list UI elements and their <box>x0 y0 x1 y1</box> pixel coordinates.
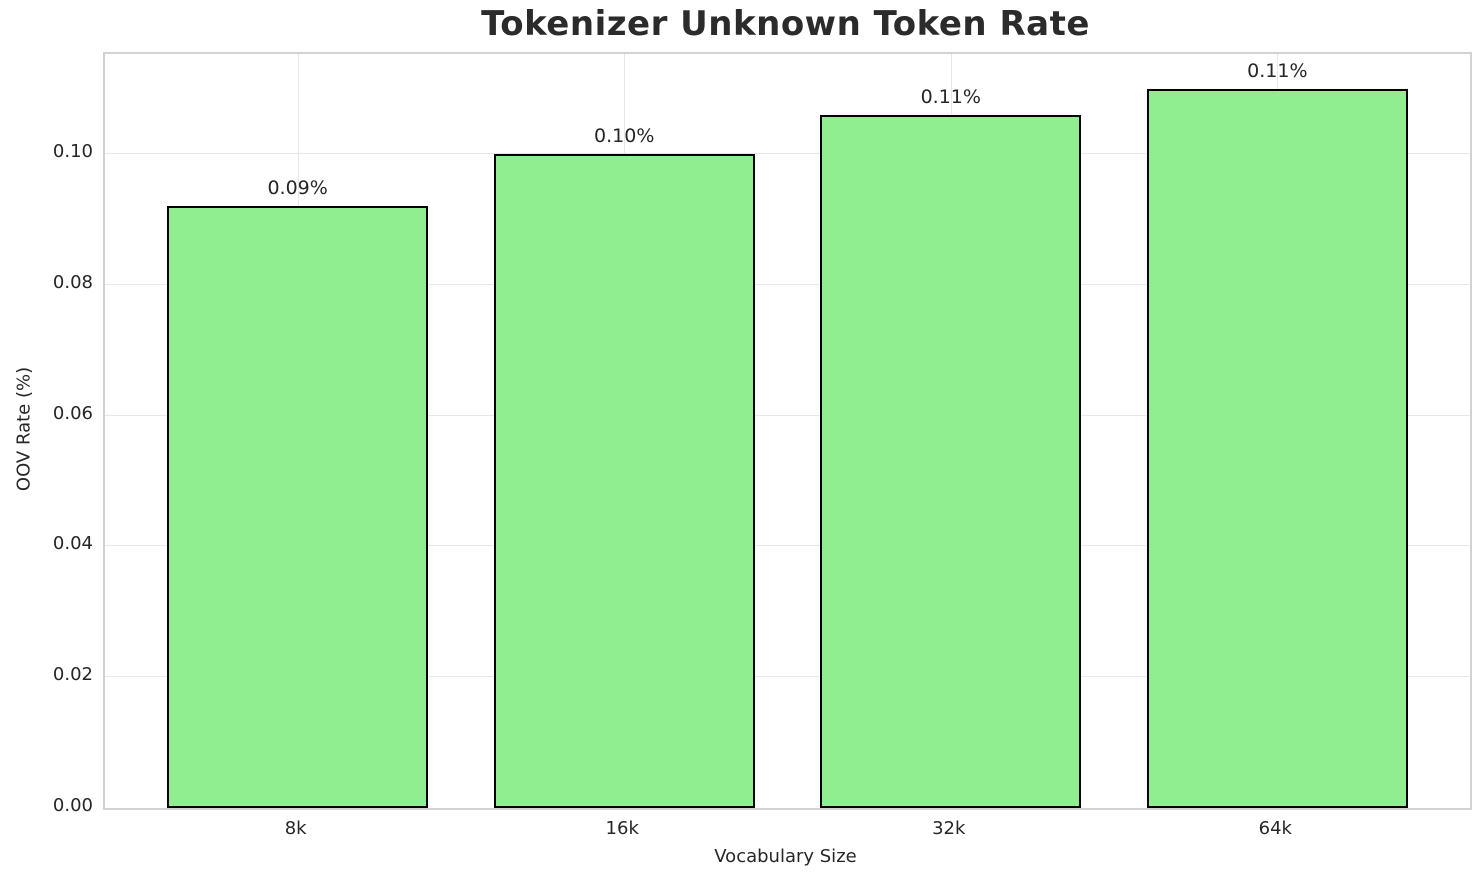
y-tick-label: 0.04 <box>52 533 93 555</box>
y-tick-label: 0.00 <box>52 795 93 816</box>
horizontal-gridline <box>105 153 1470 155</box>
y-tick-label: 0.02 <box>52 664 93 686</box>
y-tick-label: 0.10 <box>52 141 93 163</box>
bar <box>1146 88 1408 808</box>
x-tick-label: 8k <box>284 818 307 839</box>
x-axis-label: Vocabulary Size <box>714 846 857 867</box>
bar-value-label: 0.09% <box>267 177 328 200</box>
bar <box>493 154 755 808</box>
plot-area: 0.09% 0.10% 0.11% 0.11% <box>103 52 1472 810</box>
y-axis-label: OOV Rate (%) <box>13 366 35 492</box>
bar-value-label: 0.11% <box>920 85 981 108</box>
bar <box>820 114 1082 808</box>
x-tick-label: 64k <box>1258 818 1292 839</box>
horizontal-gridline <box>105 676 1470 678</box>
horizontal-gridline <box>105 414 1470 416</box>
bars-layer: 0.09% 0.10% 0.11% 0.11% <box>105 54 1470 808</box>
bar <box>167 206 429 808</box>
bar-value-label: 0.10% <box>594 125 655 148</box>
y-tick-label: 0.06 <box>52 402 93 424</box>
horizontal-gridline <box>105 545 1470 547</box>
x-tick-label: 32k <box>932 818 966 839</box>
horizontal-gridline <box>105 283 1470 285</box>
y-tick-label: 0.08 <box>52 271 93 293</box>
chart-title: Tokenizer Unknown Token Rate <box>481 4 1090 44</box>
x-tick-label: 16k <box>605 818 639 839</box>
bar-value-label: 0.11% <box>1247 59 1308 82</box>
